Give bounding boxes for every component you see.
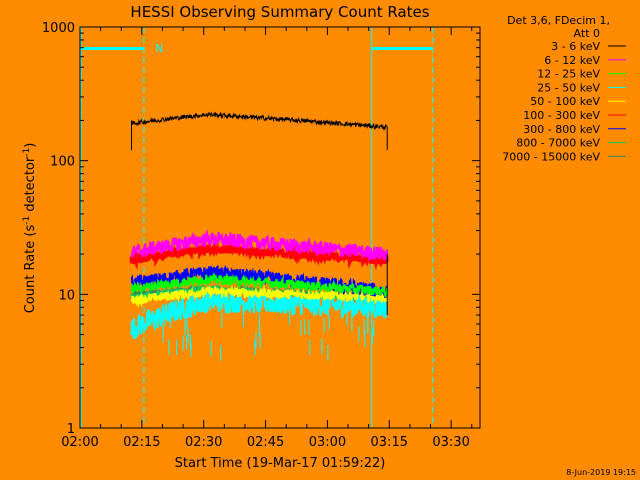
x-axis-label: Start Time (19-Mar-17 01:59:22) xyxy=(175,456,386,471)
series-line xyxy=(129,240,390,271)
footer-date: 8-Jun-2019 19:15 xyxy=(566,468,636,477)
night-flag-bar xyxy=(81,47,144,50)
series-50-100kev xyxy=(130,284,389,308)
series-12-25kev xyxy=(131,272,389,299)
y-tick-label: 100 xyxy=(50,155,75,170)
legend-label: 7000 - 15000 keV xyxy=(502,150,600,163)
series-3-6kev xyxy=(131,111,388,131)
night-flag-bar xyxy=(371,47,433,50)
series-line xyxy=(130,229,389,262)
series-100-300kev xyxy=(129,240,390,271)
axes-layer: 1 10 100 1000 02:00 02:15 02:30 02:45 03:00 03:15… xyxy=(42,21,481,450)
legend-label: 100 - 300 keV xyxy=(523,109,600,122)
x-tick-label: 03:15 xyxy=(371,435,408,450)
x-tick-label: 02:15 xyxy=(123,435,160,450)
legend-label: 6 - 12 keV xyxy=(544,54,600,67)
series-layer xyxy=(129,111,390,361)
plot-frame xyxy=(79,26,481,429)
series-line xyxy=(131,111,388,131)
x-tick-label: 02:00 xyxy=(61,435,98,450)
y-tick-label: 10 xyxy=(58,288,75,303)
legend-header-line2: Att 0 xyxy=(574,27,600,40)
legend-label: 50 - 100 keV xyxy=(530,95,600,108)
x-tick-label: 02:45 xyxy=(247,435,284,450)
night-interval-layer xyxy=(80,27,434,428)
legend-label: 3 - 6 keV xyxy=(551,40,600,53)
legend-label: 12 - 25 keV xyxy=(537,68,600,81)
x-tick-label: 03:00 xyxy=(309,435,346,450)
series-line xyxy=(131,272,389,299)
chart-title: HESSI Observing Summary Count Rates xyxy=(130,3,429,21)
series-line xyxy=(130,284,389,308)
series-6-12kev xyxy=(130,229,389,262)
night-flag-label: N xyxy=(155,42,163,55)
legend-label: 800 - 7000 keV xyxy=(516,137,600,150)
legend-label: 25 - 50 keV xyxy=(537,81,600,94)
legend-label: 300 - 800 keV xyxy=(523,123,600,136)
x-tick-label: 02:30 xyxy=(185,435,222,450)
legend-header-line1: Det 3,6, FDecim 1, xyxy=(507,14,610,27)
y-axis-label: Count Rate (s-1 detector-1) xyxy=(22,143,38,314)
y-tick-label: 1000 xyxy=(42,21,75,36)
x-tick-label: 03:30 xyxy=(432,435,469,450)
y-tick-label: 1 xyxy=(67,422,75,437)
